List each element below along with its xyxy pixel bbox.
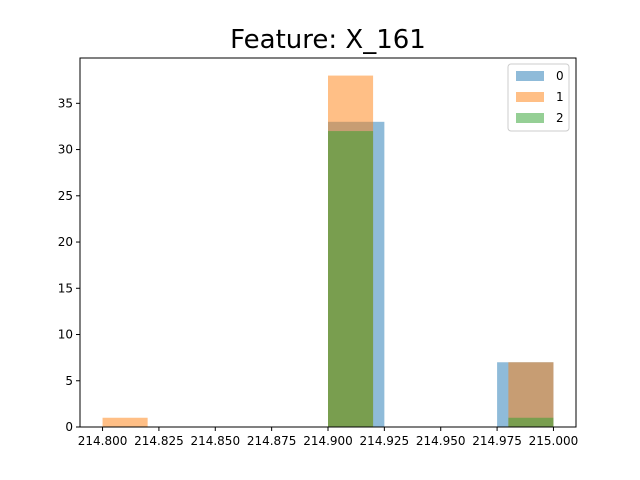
legend-swatch-0 <box>516 71 544 81</box>
chart-title: Feature: X_161 <box>230 25 426 55</box>
x-tick-label: 214.900 <box>303 434 353 448</box>
x-tick-label: 214.850 <box>190 434 240 448</box>
x-tick-label: 214.875 <box>247 434 297 448</box>
y-tick-label: 30 <box>58 143 73 157</box>
x-axis: 214.800 214.825 214.850 214.875 214.900 214.9… <box>78 427 579 448</box>
legend-label-2: 2 <box>556 111 564 125</box>
y-tick-label: 25 <box>58 189 73 203</box>
x-tick-label: 215.000 <box>529 434 579 448</box>
y-tick-label: 5 <box>65 374 73 388</box>
legend-swatch-1 <box>516 92 544 102</box>
y-tick-label: 35 <box>58 96 73 110</box>
legend-swatch-2 <box>516 113 544 123</box>
y-tick-label: 20 <box>58 235 73 249</box>
y-tick-label: 10 <box>58 328 73 342</box>
bar-series-1-bin-0 <box>102 417 148 427</box>
legend-label-1: 1 <box>556 90 564 104</box>
bar-series-1-bin-2 <box>508 362 554 427</box>
bars-layer <box>102 75 554 428</box>
bar-series-2-bin-1 <box>508 417 554 427</box>
x-tick-label: 214.825 <box>134 434 184 448</box>
y-tick-label: 15 <box>58 281 73 295</box>
x-tick-label: 214.950 <box>416 434 466 448</box>
y-axis: 0 5 10 15 20 25 30 35 <box>58 96 80 434</box>
legend-label-0: 0 <box>556 69 564 83</box>
bar-series-2-bin-0 <box>328 131 374 427</box>
y-tick-label: 0 <box>65 420 73 434</box>
x-tick-label: 214.800 <box>78 434 128 448</box>
legend: 0 1 2 <box>507 63 570 132</box>
x-tick-label: 214.975 <box>472 434 522 448</box>
x-tick-label: 214.925 <box>360 434 410 448</box>
